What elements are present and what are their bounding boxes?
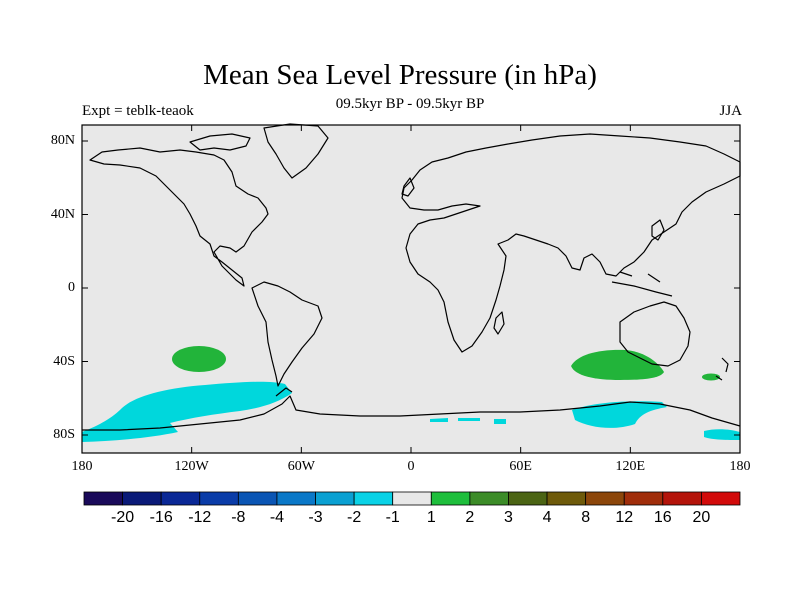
- colorbar-label: 3: [504, 509, 513, 526]
- coast-australia: [619, 301, 691, 367]
- colorbar-box: [160, 491, 201, 506]
- axis-ticks: [81, 125, 741, 453]
- positive-anomaly-south-indian: [571, 349, 664, 380]
- lon-tick-label: 180: [71, 459, 93, 474]
- positive-anomaly-south-pacific: [172, 346, 226, 372]
- colorbar-label: -1: [385, 509, 400, 526]
- positive-anomaly-near-nz: [702, 373, 720, 381]
- colorbar: [83, 491, 741, 506]
- colorbar-label: -16: [149, 509, 173, 526]
- lon-tick-label: 120E: [615, 459, 646, 474]
- colorbar-label: -20: [111, 509, 135, 526]
- coast-japan: [651, 219, 665, 241]
- lon-tick-label: 180: [729, 459, 751, 474]
- negative-anomaly-south-pacific: [82, 381, 292, 442]
- negative-anomaly-south-indian: [572, 401, 667, 428]
- lat-tick-label: 40N: [50, 206, 75, 222]
- plot-subtitle: 09.5kyr BP - 09.5kyr BP: [335, 96, 485, 112]
- coast-north-america: [89, 147, 269, 287]
- colorbar-label: -4: [269, 509, 285, 526]
- coast-south-america: [251, 281, 323, 387]
- plot-title: Mean Sea Level Pressure (in hPa): [203, 59, 597, 91]
- lat-tick-label: 0: [68, 280, 75, 295]
- colorbar-box: [623, 491, 664, 506]
- colorbar-label: 2: [465, 509, 475, 526]
- negative-anomaly-small-3: [494, 419, 506, 424]
- coastlines: [82, 123, 741, 431]
- lon-tick-label: 60W: [287, 459, 315, 474]
- colorbar-box: [83, 491, 123, 506]
- colorbar-box: [237, 491, 278, 506]
- lat-tick-label: 40S: [53, 353, 75, 369]
- colorbar-label: 16: [653, 509, 672, 526]
- coast-antarctic-peninsula: [275, 387, 293, 397]
- negative-anomaly-small-1: [430, 418, 448, 422]
- negative-anomaly-small-2: [458, 418, 480, 421]
- lon-tick-label: 0: [407, 459, 415, 474]
- colorbar-box: [546, 491, 587, 506]
- season-label: JJA: [719, 103, 742, 119]
- coast-madagascar: [493, 311, 505, 335]
- colorbar-box: [430, 491, 471, 506]
- anomaly-regions: [82, 346, 740, 442]
- colorbar-box: [585, 491, 625, 506]
- colorbar-label: -2: [346, 509, 362, 526]
- colorbar-box: [662, 491, 702, 506]
- coast-canadian-arctic: [189, 133, 251, 151]
- lon-tick-label: 60E: [509, 459, 532, 474]
- colorbar-box: [469, 491, 509, 506]
- coast-eurasia-africa: [401, 133, 741, 353]
- colorbar-box: [508, 491, 548, 506]
- colorbar-label: -12: [188, 509, 212, 526]
- coast-new-zealand: [715, 357, 729, 381]
- colorbar-box: [315, 491, 355, 506]
- colorbar-label: -3: [308, 509, 323, 526]
- negative-anomaly-ross-sea: [704, 429, 740, 440]
- colorbar-box: [701, 491, 741, 506]
- lat-tick-label: 80N: [50, 133, 75, 148]
- experiment-label: Expt = teblk-teaok: [82, 103, 194, 119]
- colorbar-label: 12: [615, 509, 634, 526]
- colorbar-box: [353, 491, 394, 506]
- colorbar-box: [199, 491, 239, 506]
- colorbar-box: [122, 491, 162, 506]
- colorbar-label: 1: [426, 509, 436, 526]
- coast-uk: [401, 177, 415, 197]
- colorbar-label: -8: [231, 509, 246, 526]
- colorbar-box: [392, 491, 432, 506]
- colorbar-label: 4: [542, 509, 552, 526]
- colorbar-box: [276, 491, 316, 506]
- colorbar-label: 20: [692, 509, 711, 526]
- coast-antarctica: [82, 395, 741, 431]
- coast-indonesia: [611, 271, 673, 297]
- lon-tick-label: 120W: [174, 459, 209, 474]
- colorbar-label: 8: [581, 509, 591, 526]
- lat-tick-label: 80S: [53, 427, 75, 442]
